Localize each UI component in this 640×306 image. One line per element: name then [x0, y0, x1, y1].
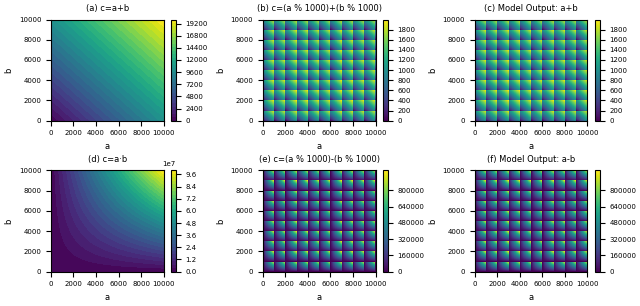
Y-axis label: b: b — [216, 218, 225, 224]
X-axis label: a: a — [105, 293, 110, 302]
X-axis label: a: a — [105, 142, 110, 151]
Title: (f) Model Output: a-b: (f) Model Output: a-b — [487, 155, 575, 164]
Title: (c) Model Output: a+b: (c) Model Output: a+b — [484, 4, 578, 13]
Title: (e) c=(a % 1000)-(b % 1000): (e) c=(a % 1000)-(b % 1000) — [259, 155, 380, 164]
X-axis label: a: a — [317, 142, 322, 151]
Y-axis label: b: b — [216, 67, 225, 73]
Y-axis label: b: b — [4, 218, 13, 224]
Title: (d) c=a·b: (d) c=a·b — [88, 155, 127, 164]
X-axis label: a: a — [529, 293, 534, 302]
X-axis label: a: a — [529, 142, 534, 151]
Y-axis label: b: b — [428, 67, 437, 73]
X-axis label: a: a — [317, 293, 322, 302]
Y-axis label: b: b — [428, 218, 437, 224]
Y-axis label: b: b — [4, 67, 13, 73]
Title: (b) c=(a % 1000)+(b % 1000): (b) c=(a % 1000)+(b % 1000) — [257, 4, 381, 13]
Title: (a) c=a+b: (a) c=a+b — [86, 4, 129, 13]
